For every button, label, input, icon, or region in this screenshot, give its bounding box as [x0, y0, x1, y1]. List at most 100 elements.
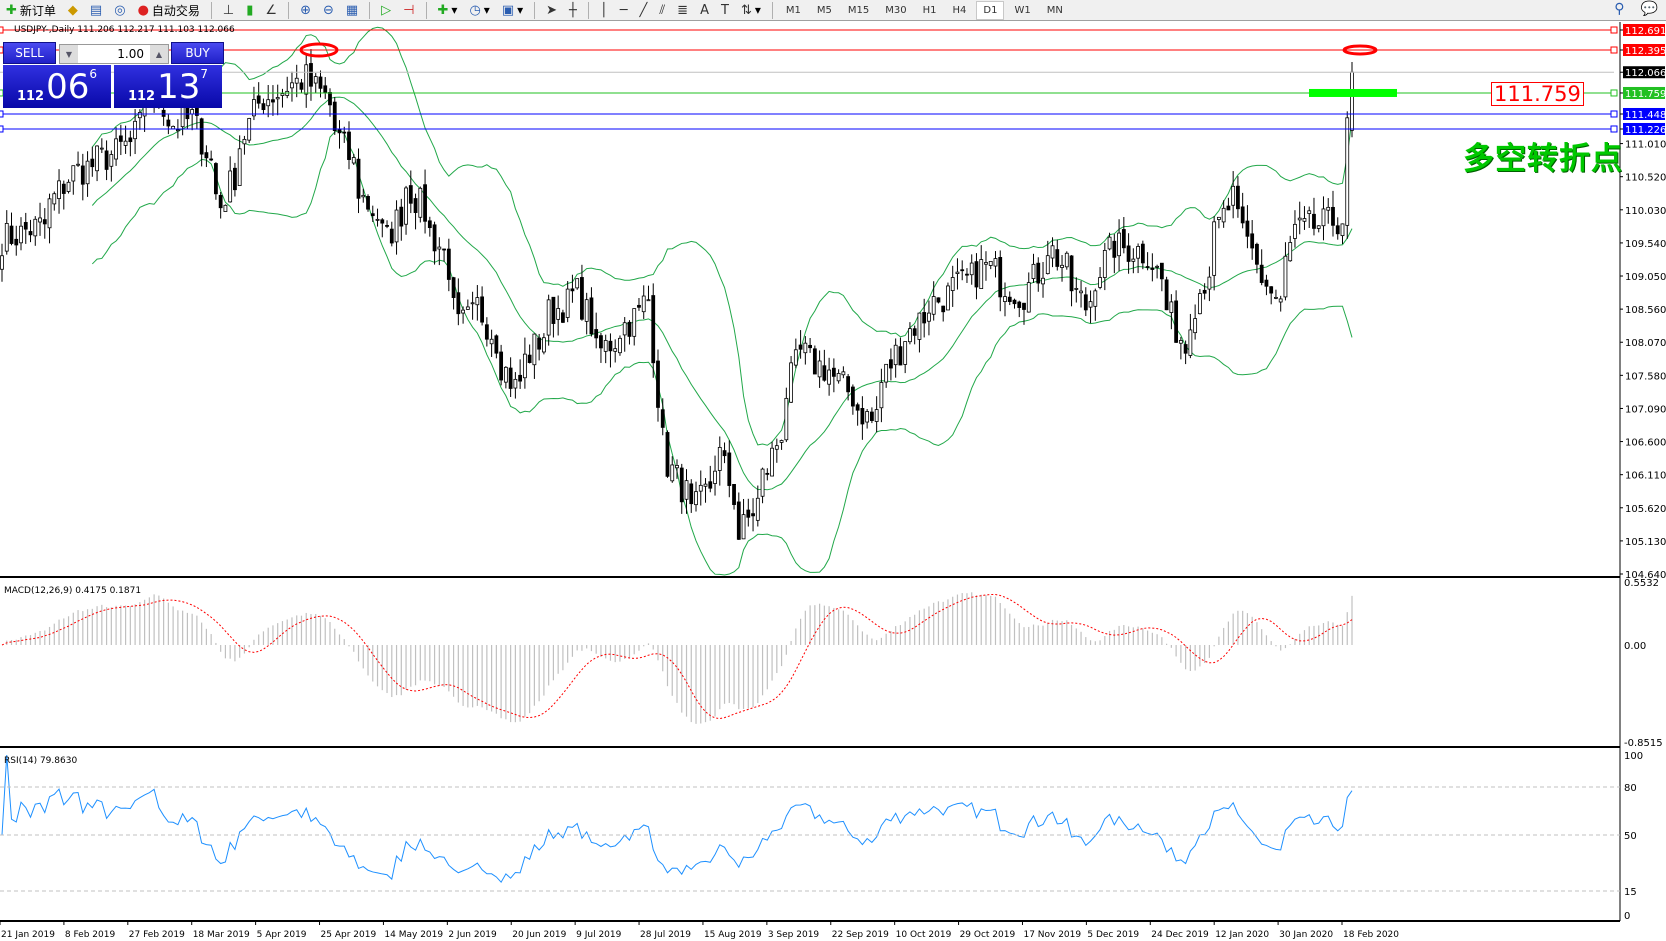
- zoom-in-button[interactable]: ⊕: [296, 1, 315, 20]
- candle-body: [622, 322, 627, 336]
- line-chart-button[interactable]: ∠: [261, 1, 281, 20]
- fibonacci-icon: ≣: [677, 2, 689, 18]
- templates-button[interactable]: ▣ ▾: [501, 2, 524, 18]
- chat-icon[interactable]: 💬: [1640, 1, 1658, 17]
- price-tick-label: 112.066: [1625, 68, 1666, 79]
- candle-body: [565, 288, 570, 318]
- channel-button[interactable]: ⫽: [655, 1, 669, 20]
- candle-body: [1283, 255, 1288, 298]
- timeframe-m30[interactable]: M30: [885, 4, 907, 16]
- zoom-out-button[interactable]: ⊖: [319, 1, 338, 20]
- fibonacci-button[interactable]: ≣: [673, 1, 692, 20]
- candle-body: [770, 447, 774, 477]
- candle-body: [199, 118, 204, 155]
- candlestick-button[interactable]: ▮: [242, 1, 257, 20]
- search-icon[interactable]: ⚲: [1614, 1, 1625, 17]
- indicators-button[interactable]: ✚ ▾: [437, 2, 458, 18]
- lot-size-input[interactable]: ▼ 1.00 ▲: [59, 44, 169, 64]
- candle-body: [998, 257, 1003, 298]
- candle-body: [233, 167, 237, 191]
- candle-body: [746, 509, 751, 518]
- one-click-trading-panel: SELL ▼ 1.00 ▲ BUY 112 06 6 112 13 7: [3, 42, 224, 108]
- separator: [587, 1, 589, 19]
- candle-body: [442, 248, 446, 251]
- candle-body: [1312, 213, 1316, 229]
- chart-shift-button[interactable]: ⊣: [399, 1, 418, 20]
- lot-increase-button[interactable]: ▲: [150, 45, 168, 63]
- signals-button[interactable]: ◎: [110, 1, 129, 20]
- terminal-button[interactable]: ▤: [86, 1, 106, 20]
- candle-body: [874, 409, 879, 422]
- candle-body: [318, 76, 323, 89]
- chart-area[interactable]: 112.691 112.395 112.066 111.759 111.448 111.2…: [0, 22, 1666, 941]
- candle-body: [1131, 258, 1136, 262]
- timeframe-w1[interactable]: W1: [1014, 4, 1031, 16]
- candle-body: [328, 92, 332, 106]
- new-order-button[interactable]: ✚ 新订单: [6, 2, 56, 18]
- vertical-line-button[interactable]: │: [596, 1, 612, 20]
- candle-body: [675, 465, 679, 469]
- arrows-button[interactable]: ⇅ ▾: [740, 2, 761, 18]
- crosshair-button[interactable]: ┼: [565, 1, 581, 20]
- pivot-price-label[interactable]: 111.759: [1491, 82, 1584, 106]
- price-tick-label: 112.691: [1625, 26, 1666, 37]
- candle-body: [1098, 277, 1102, 288]
- trendline-button[interactable]: ╱: [636, 1, 652, 20]
- text-label-button[interactable]: T: [717, 1, 733, 20]
- candle-body: [28, 231, 33, 236]
- candle-body: [561, 312, 565, 323]
- tile-windows-button[interactable]: ▦: [342, 1, 362, 20]
- timeframe-h4[interactable]: H4: [952, 4, 967, 16]
- periods-button[interactable]: ◷ ▾: [469, 2, 490, 18]
- reversal-point-text[interactable]: 多空转折点: [1463, 141, 1623, 177]
- candle-body: [399, 206, 404, 227]
- candle-body: [841, 371, 846, 376]
- bar-chart-button[interactable]: ⊥: [219, 1, 238, 20]
- metaeditor-button[interactable]: ◆: [64, 1, 82, 20]
- bollinger-lower: [91, 129, 1353, 576]
- date-tick-label: 8 Feb 2019: [65, 930, 116, 940]
- buy-button[interactable]: BUY: [171, 42, 224, 64]
- timeframe-m15[interactable]: M15: [847, 4, 870, 16]
- candle-body: [727, 452, 732, 486]
- autoscroll-button[interactable]: ▷: [377, 1, 395, 20]
- candle-body: [908, 328, 912, 343]
- candle-body: [694, 491, 698, 506]
- auto-trading-button[interactable]: ● 自动交易: [137, 2, 200, 18]
- text-button[interactable]: A: [696, 1, 713, 20]
- candle-body: [1031, 263, 1036, 280]
- sell-price[interactable]: 112 06 6: [3, 65, 111, 108]
- sell-button[interactable]: SELL: [3, 42, 56, 64]
- candle-body: [61, 183, 66, 194]
- lot-decrease-button[interactable]: ▼: [60, 45, 78, 63]
- cursor-icon: ➤: [546, 2, 558, 18]
- candle-body: [1169, 301, 1174, 313]
- candle-body: [342, 131, 347, 134]
- candle-body: [546, 299, 551, 336]
- timeframe-h1[interactable]: H1: [922, 4, 937, 16]
- price-tick-label: 105.130: [1625, 537, 1666, 548]
- timeframe-m1[interactable]: M1: [785, 4, 801, 16]
- cursor-button[interactable]: ➤: [542, 1, 561, 20]
- candle-body: [1041, 277, 1045, 285]
- horizontal-line-icon: ─: [619, 2, 628, 18]
- date-tick-label: 15 Aug 2019: [704, 930, 762, 940]
- buy-price[interactable]: 112 13 7: [114, 65, 222, 108]
- candle-body: [109, 154, 114, 167]
- candle-body: [1321, 208, 1326, 227]
- timeframe-m5[interactable]: M5: [816, 4, 832, 16]
- rsi-line: [1, 754, 1353, 884]
- candle-body: [1155, 265, 1160, 268]
- line-handle: [0, 125, 4, 133]
- candle-body: [128, 137, 133, 143]
- candle-body: [599, 335, 603, 349]
- candle-body: [461, 309, 465, 314]
- separator: [534, 1, 536, 19]
- timeframe-d1[interactable]: D1: [976, 0, 1005, 20]
- candle-body: [418, 187, 423, 218]
- candle-body: [803, 342, 808, 354]
- candle-body: [613, 348, 618, 352]
- timeframe-mn[interactable]: MN: [1046, 4, 1063, 16]
- candle-body: [42, 219, 47, 225]
- horizontal-line-button[interactable]: ─: [616, 1, 632, 20]
